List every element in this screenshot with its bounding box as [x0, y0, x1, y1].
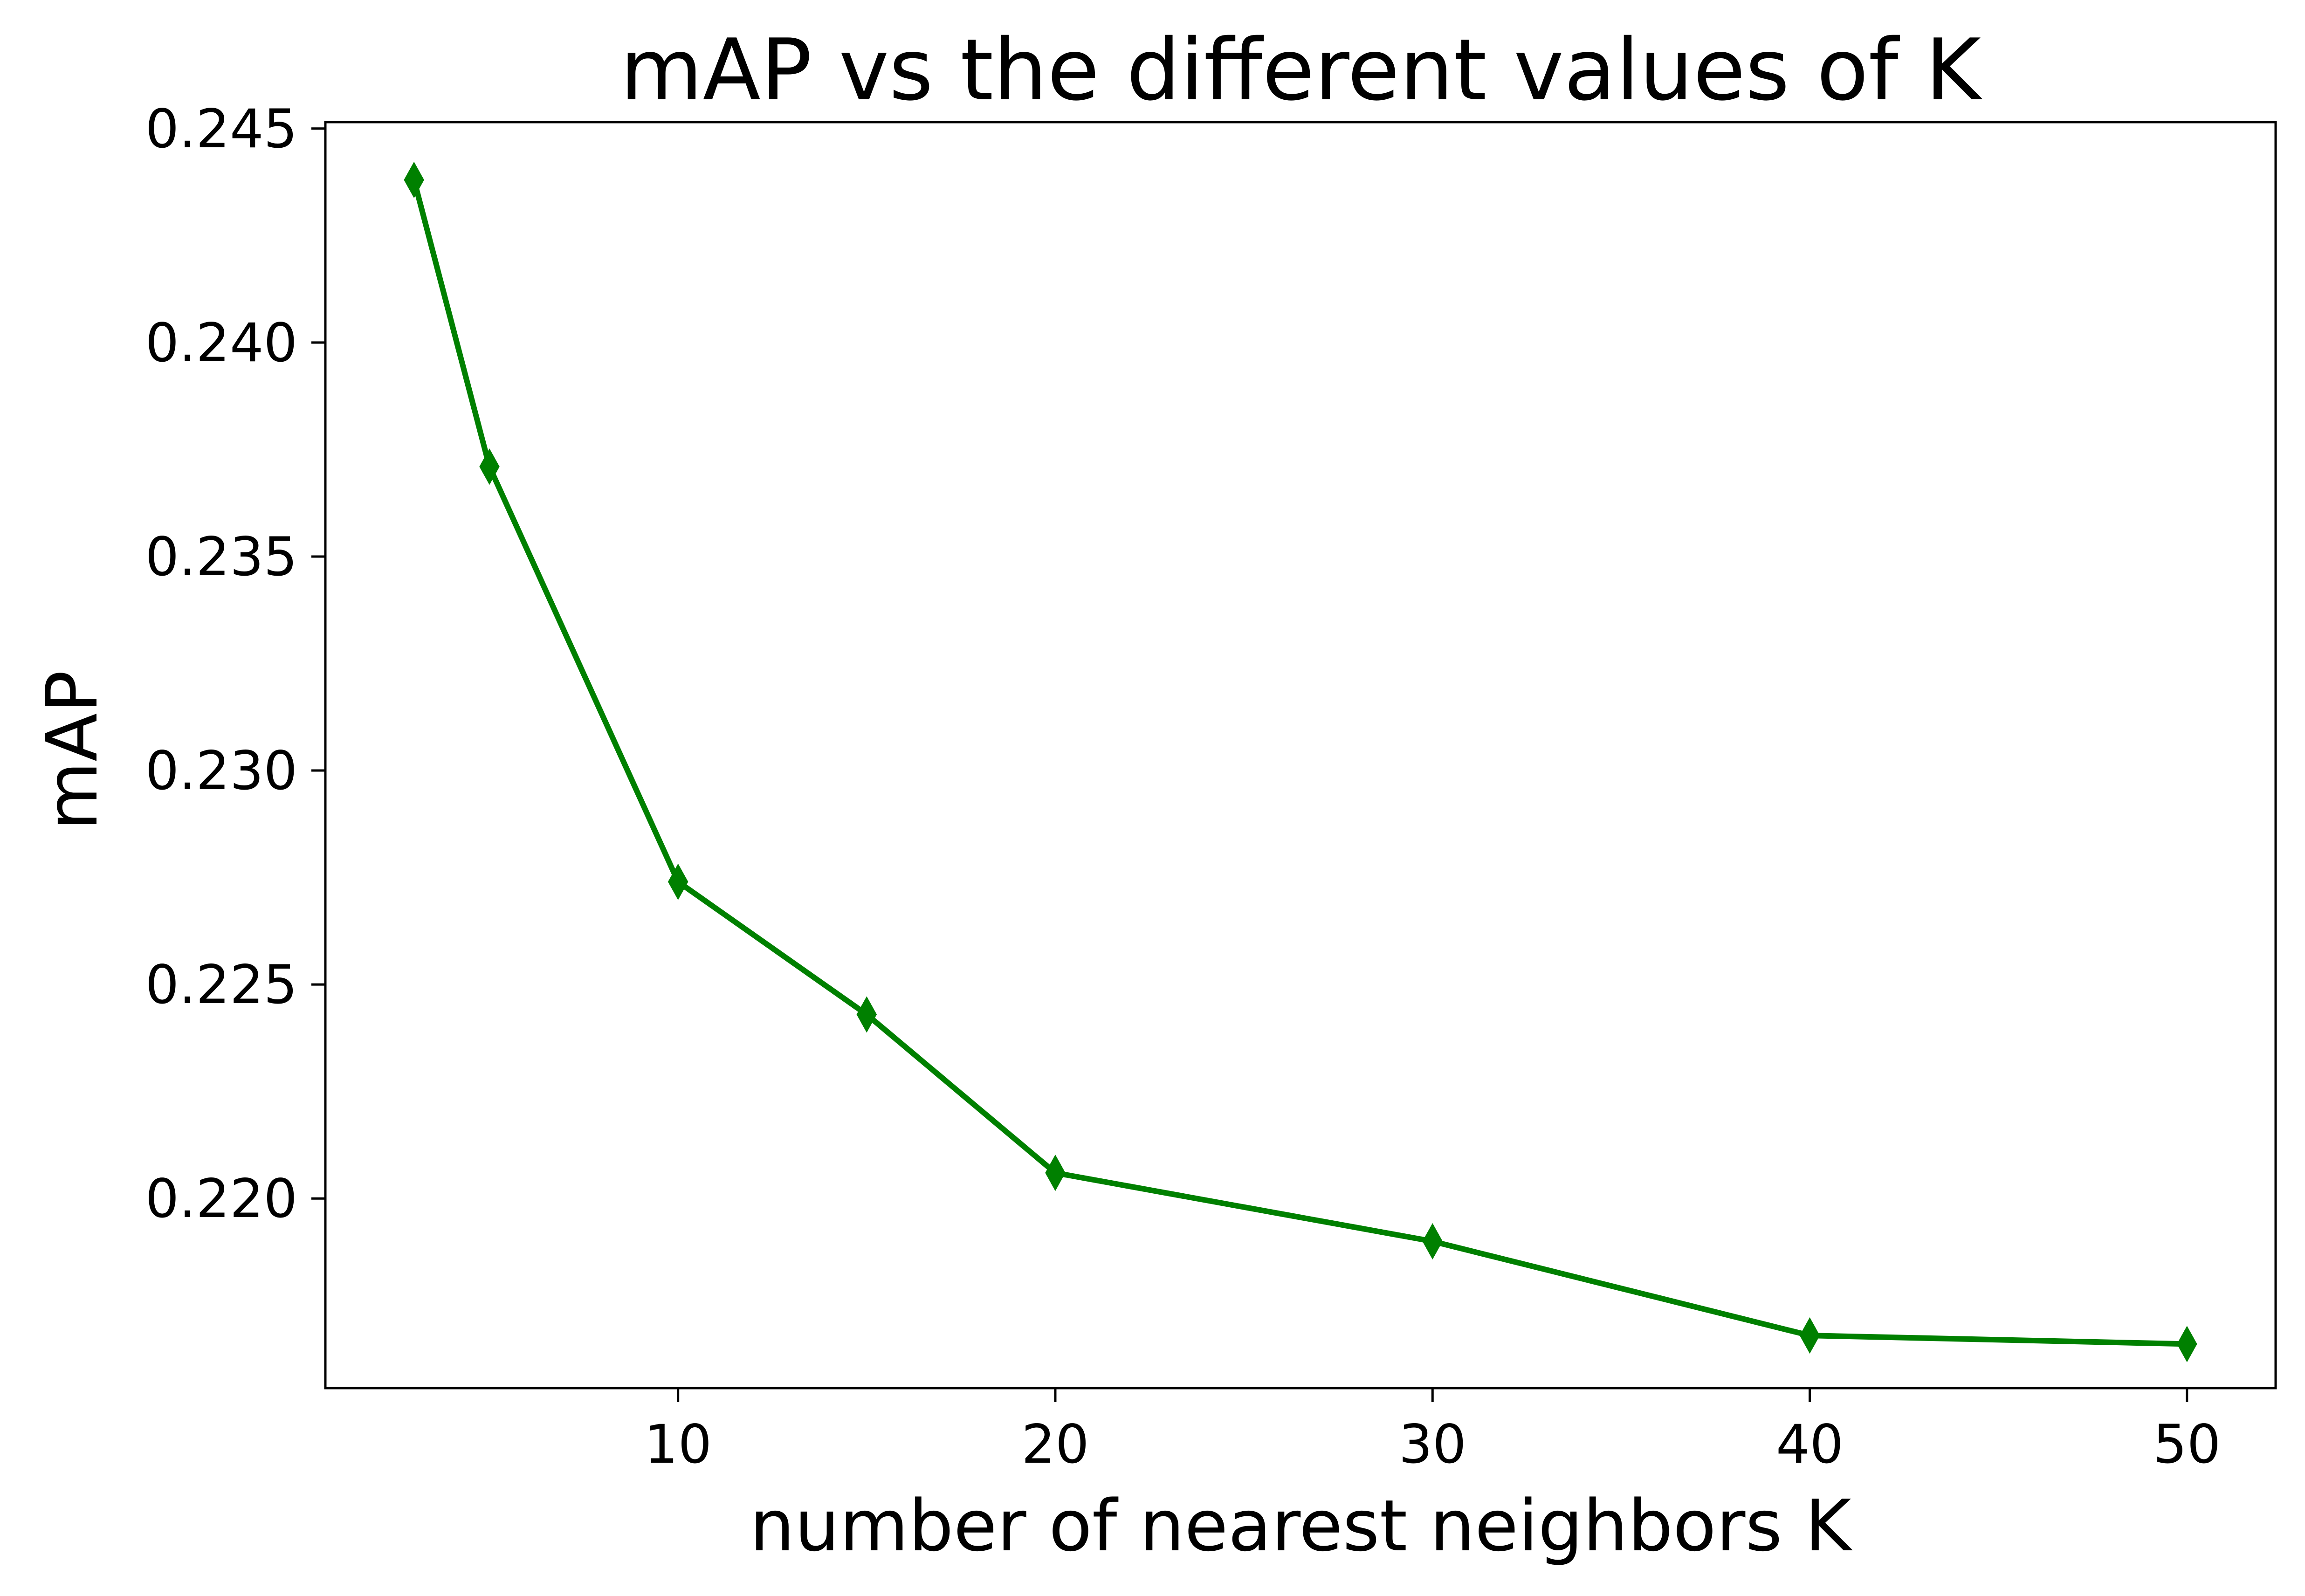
x-tick-label: 10 — [644, 1413, 712, 1475]
y-axis: 0.220 0.225 0.230 0.235 0.240 0.245 — [145, 98, 325, 1230]
data-point-marker — [1045, 1155, 1066, 1191]
x-tick-label: 50 — [2153, 1413, 2221, 1475]
plot-frame — [324, 121, 2277, 1390]
x-tick-label: 20 — [1021, 1413, 1089, 1475]
x-axis-label: number of nearest neighbors K — [750, 1485, 1853, 1567]
plot-area — [404, 161, 2197, 1362]
y-tick-label: 0.230 — [145, 740, 297, 802]
x-tick-label: 30 — [1399, 1413, 1466, 1475]
data-point-marker — [667, 863, 688, 900]
chart-title: mAP vs the different values of K — [620, 21, 1983, 119]
data-point-marker — [479, 448, 500, 485]
y-tick-label: 0.240 — [145, 312, 297, 374]
data-point-marker — [2177, 1326, 2197, 1362]
y-axis-label: mAP — [31, 670, 113, 831]
data-point-marker — [856, 996, 877, 1033]
x-axis: 10 20 30 40 50 — [644, 1388, 2221, 1475]
y-tick-label: 0.235 — [145, 526, 297, 588]
data-point-marker — [1422, 1223, 1443, 1260]
series-line — [411, 179, 2187, 1347]
x-tick-label: 40 — [1776, 1413, 1844, 1475]
data-point-marker — [1799, 1317, 1820, 1354]
data-point-marker — [404, 161, 424, 199]
y-tick-label: 0.220 — [145, 1168, 297, 1230]
y-tick-label: 0.245 — [145, 98, 297, 160]
y-tick-label: 0.225 — [145, 954, 297, 1016]
